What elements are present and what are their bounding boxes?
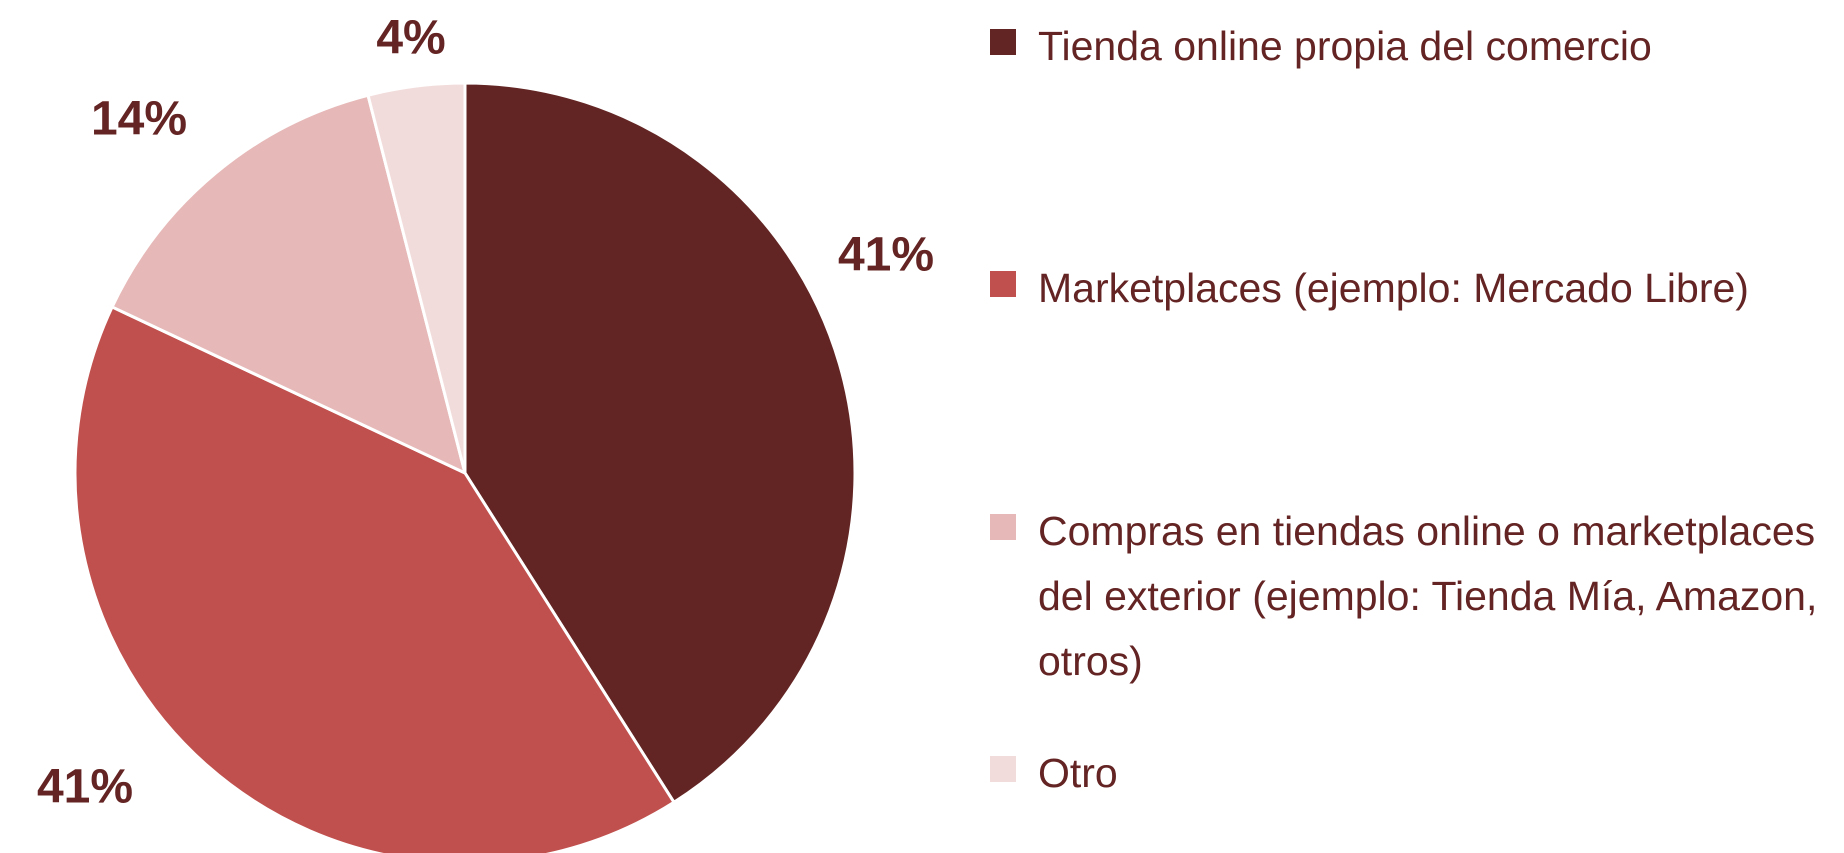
legend-label: Compras en tiendas online o marketplaces… — [1038, 508, 1818, 684]
value-label: 4% — [376, 12, 445, 65]
legend-swatch — [990, 271, 1016, 297]
pie-slice — [463, 81, 857, 805]
legend-label: Marketplaces (ejemplo: Mercado Libre) — [1038, 265, 1749, 311]
legend-swatch — [990, 514, 1016, 540]
legend-swatch — [990, 756, 1016, 782]
legend-item: Tienda online propia del comercio — [990, 14, 1820, 79]
legend-item: Marketplaces (ejemplo: Mercado Libre) — [990, 256, 1820, 321]
value-label: 41% — [838, 229, 934, 282]
pie-slice — [73, 304, 677, 853]
value-label: 14% — [91, 93, 187, 146]
legend-swatch — [990, 29, 1016, 55]
legend-label: Otro — [1038, 750, 1118, 796]
pie-slice — [366, 81, 467, 474]
legend-item: Compras en tiendas online o marketplaces… — [990, 499, 1820, 694]
legend-item: Otro — [990, 741, 1820, 806]
value-label: 41% — [37, 761, 133, 814]
pie-slice — [110, 93, 468, 476]
legend-label: Tienda online propia del comercio — [1038, 23, 1652, 69]
